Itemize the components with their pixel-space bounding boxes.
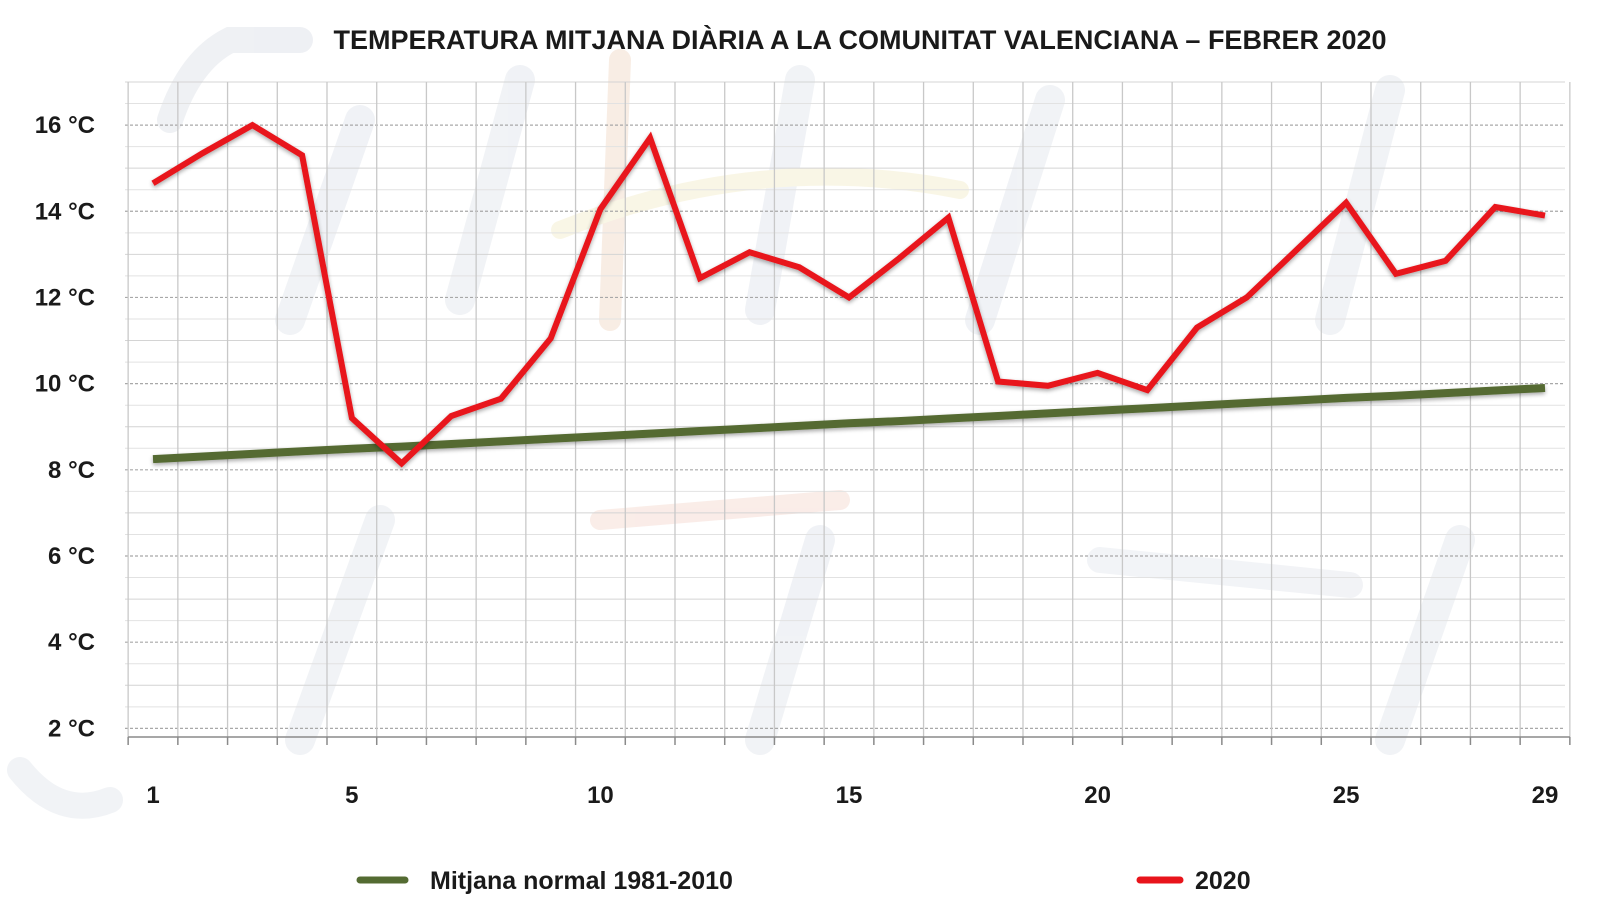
y-tick-label: 6 °C xyxy=(48,543,95,570)
x-tick-label: 10 xyxy=(587,782,614,809)
x-tick-label: 1 xyxy=(146,782,159,809)
chart-title: TEMPERATURA MITJANA DIÀRIA A LA COMUNITA… xyxy=(333,24,1386,55)
legend-label-normal: Mitjana normal 1981-2010 xyxy=(430,867,733,895)
grid-minor-lines xyxy=(125,81,1565,708)
y-tick-label: 12 °C xyxy=(35,284,95,311)
y-tick-label: 2 °C xyxy=(48,715,95,742)
y-tick-label: 4 °C xyxy=(48,629,95,656)
watermark-logo-pattern xyxy=(7,27,1475,819)
y-tick-label: 14 °C xyxy=(35,198,95,225)
x-tick-label: 20 xyxy=(1084,782,1111,809)
x-tick-label: 29 xyxy=(1532,782,1559,809)
grid-major-lines xyxy=(125,124,1565,729)
x-tick-label: 15 xyxy=(836,782,863,809)
y-tick-label: 16 °C xyxy=(35,112,95,139)
legend: Mitjana normal 1981-2010 2020 xyxy=(356,867,1251,895)
y-tick-label: 10 °C xyxy=(35,371,95,398)
y-tick-labels: 2 °C 4 °C 6 °C 8 °C 10 °C 12 °C 14 °C 16 °C xyxy=(35,112,95,742)
legend-label-2020: 2020 xyxy=(1195,867,1251,895)
y-tick-label: 8 °C xyxy=(48,457,95,484)
series-layer xyxy=(151,121,1546,468)
x-tick-label: 25 xyxy=(1333,782,1360,809)
x-tick-labels: 1 5 10 15 20 25 29 xyxy=(146,782,1558,809)
x-tick-marks xyxy=(127,737,1571,745)
x-tick-label: 5 xyxy=(345,782,358,809)
